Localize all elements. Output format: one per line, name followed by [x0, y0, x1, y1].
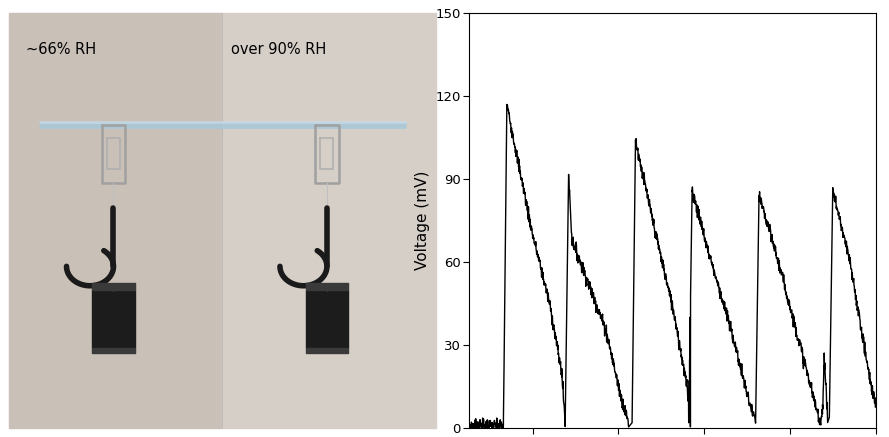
Bar [9, 13, 222, 428]
Bar [222, 13, 436, 428]
Y-axis label: Voltage (mV): Voltage (mV) [415, 171, 430, 271]
Text: ~66% RH: ~66% RH [26, 42, 96, 57]
Text: over 90% RH: over 90% RH [231, 42, 326, 57]
Bar [306, 290, 348, 348]
Bar [92, 290, 135, 348]
